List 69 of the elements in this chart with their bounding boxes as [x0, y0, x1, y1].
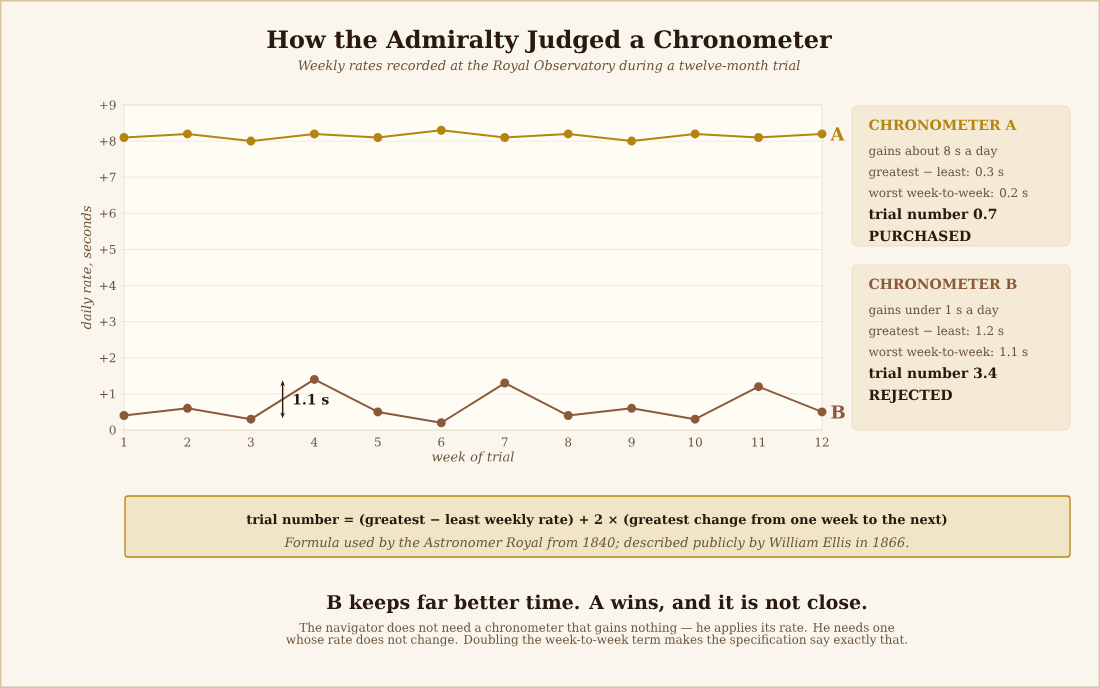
point: [500, 378, 510, 388]
text: Formula used by the Astronomer Royal from 1840; described publicly by William Ellis in 1866.: [284, 537, 909, 550]
point: [119, 133, 129, 142]
text: greatest − least: 0.3 s: [869, 166, 1004, 179]
x-tick-label: 2: [184, 437, 191, 447]
point: [182, 403, 192, 413]
text: CHRONOMETER A: [869, 119, 1017, 131]
x-tick-label: 3: [248, 437, 254, 447]
y-tick-label: +6: [100, 208, 116, 218]
text: trial number 3.4: [868, 367, 997, 379]
text: gains under 1 s a day: [869, 304, 999, 317]
point: [309, 129, 319, 139]
x-tick-label: 4: [310, 437, 318, 447]
text: PURCHASED: [869, 230, 971, 242]
annotation: 1.1 s: [293, 394, 329, 405]
x-tick-label: 9: [628, 437, 635, 447]
text: worst week-to-week: 1.1 s: [868, 346, 1028, 357]
x-tick-label: 1: [121, 437, 127, 447]
text: greatest − least: 1.2 s: [869, 325, 1004, 338]
y-tick-label: +7: [100, 172, 116, 182]
text: CHRONOMETER B: [869, 278, 1017, 290]
x-tick-label: 12: [815, 437, 829, 447]
y-tick-label: +4: [100, 281, 116, 291]
x-tick-label: 5: [375, 437, 381, 447]
point: [817, 129, 827, 139]
point: [563, 129, 573, 139]
x-tick-label: 10: [688, 437, 702, 447]
point: [563, 411, 573, 421]
point: [754, 133, 764, 142]
text: B keeps far better time. A wins, and it is not close.: [327, 594, 867, 613]
point: [436, 125, 446, 135]
point: [373, 407, 383, 417]
y-tick-label: +8: [100, 136, 116, 146]
x-tick-label: 7: [501, 437, 508, 447]
text: gains about 8 s a day: [869, 145, 998, 158]
text: worst week-to-week: 0.2 s: [868, 187, 1028, 198]
series-label: B: [831, 405, 845, 419]
point: [690, 414, 700, 424]
point: [690, 129, 700, 139]
point: [246, 136, 256, 146]
chart-title: How the Admiralty Judged a Chronometer: [267, 29, 832, 54]
text: trial number 0.7: [868, 208, 997, 220]
x-axis-title: week of trial: [432, 451, 514, 465]
text: trial number = (greatest − least weekly rate) + 2 × (greatest change from one week to the next): [246, 514, 947, 527]
y-tick-label: +9: [100, 100, 116, 110]
point: [119, 411, 129, 421]
point: [817, 407, 827, 417]
x-tick-label: 11: [752, 437, 765, 447]
point: [500, 133, 510, 142]
y-tick-label: +3: [100, 317, 116, 327]
y-tick-label: +1: [100, 389, 115, 399]
point: [436, 418, 446, 428]
point: [309, 374, 319, 384]
point: [373, 133, 383, 142]
x-tick-label: 6: [438, 437, 445, 447]
chart-subtitle: Weekly rates recorded at the Royal Observatory during a twelve-month trial: [298, 60, 800, 73]
y-tick-label: 0: [109, 425, 116, 435]
point: [182, 129, 192, 139]
point: [627, 136, 637, 146]
x-tick-label: 8: [565, 437, 572, 447]
text: REJECTED: [869, 389, 952, 403]
y-tick-label: +5: [100, 244, 116, 254]
text: The navigator does not need a chronometer that gains nothing — he applies its rate. He needs one whose rate does not change. Doubling the week-to-week term makes the specification say exactly that.: [286, 622, 908, 647]
series-label: A: [830, 127, 845, 141]
y-tick-label: +2: [100, 353, 116, 363]
y-axis-title: daily rate, seconds: [81, 206, 94, 330]
point: [754, 382, 764, 392]
point: [627, 403, 637, 413]
point: [246, 414, 256, 424]
